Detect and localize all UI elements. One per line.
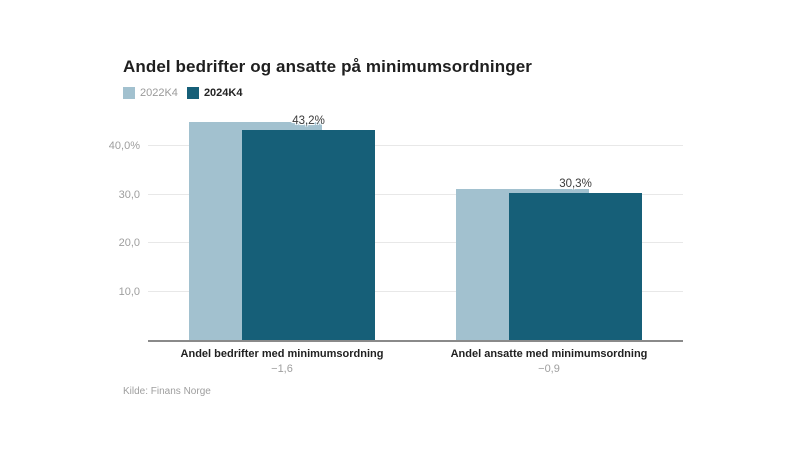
bar-value-label-2024k4-group-1: 30,3% (559, 178, 592, 190)
gridline-30 (148, 194, 683, 195)
category-title: Andel bedrifter med minimumsordning (180, 348, 384, 360)
legend-label-2022k4: 2022K4 (140, 87, 178, 99)
category-delta: −0,9 (538, 363, 560, 375)
gridline-20 (148, 242, 683, 243)
category-delta: −1,6 (271, 363, 293, 375)
y-axis-tick-40: 40,0% (108, 140, 140, 152)
category-label-group-1: Andel ansatte med minimumsordning −0,9 (399, 347, 699, 375)
x-axis-line (148, 340, 683, 342)
source-credit: Kilde: Finans Norge (123, 386, 211, 397)
legend-swatch-2024k4 (186, 87, 199, 99)
chart-legend: 2022K4 2024K4 (123, 87, 242, 99)
gridline-40 (148, 145, 683, 146)
plot-area: 10,0 20,0 30,0 40,0% 43,2% 30,3% (109, 97, 683, 342)
bar-2024k4-group-0[interactable] (242, 130, 375, 341)
bar-2024k4-group-1[interactable] (509, 193, 642, 341)
y-axis-tick-30: 30,0 (118, 189, 140, 201)
legend-swatch-2022k4 (123, 87, 135, 99)
legend-item-2024k4[interactable]: 2024K4 (186, 87, 243, 99)
legend-item-2022k4[interactable]: 2022K4 (123, 87, 178, 99)
bar-value-label-2024k4-group-0: 43,2% (292, 115, 325, 127)
category-label-group-0: Andel bedrifter med minimumsordning −1,6 (132, 347, 432, 375)
chart-title: Andel bedrifter og ansatte på minimumsor… (123, 57, 532, 76)
category-title: Andel ansatte med minimumsordning (450, 348, 648, 360)
gridline-10 (148, 291, 683, 292)
y-axis-tick-20: 20,0 (118, 237, 140, 249)
y-axis-tick-10: 10,0 (118, 286, 140, 298)
legend-label-2024k4: 2024K4 (203, 87, 243, 99)
